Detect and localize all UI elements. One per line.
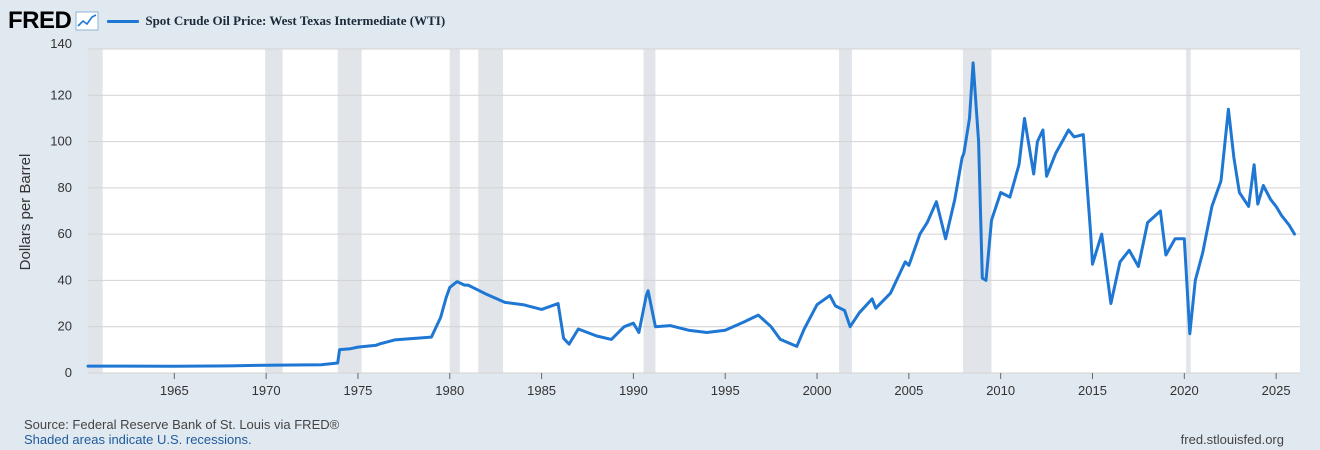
x-tick-label: 2000 <box>803 383 832 398</box>
grid-layer <box>88 48 1300 374</box>
line-chart-icon <box>75 11 99 31</box>
plot-area <box>88 49 1300 373</box>
x-tick-label: 2020 <box>1170 383 1199 398</box>
series-line <box>86 61 1296 368</box>
x-tick-label: 1975 <box>343 383 372 398</box>
y-tick-label: 20 <box>58 319 72 334</box>
recession-band <box>449 49 460 373</box>
x-tick-label: 1980 <box>435 383 464 398</box>
source-text: Source: Federal Reserve Bank of St. Loui… <box>24 417 340 432</box>
y-tick-label: 60 <box>58 226 72 241</box>
y-axis-label: Dollars per Barrel <box>17 154 34 271</box>
y-axis: 0 20 40 60 80 100 120 140 <box>50 36 72 380</box>
x-tick-label: 1970 <box>252 383 281 398</box>
x-tick-label: 2025 <box>1262 383 1291 398</box>
footer-source: Source: Federal Reserve Bank of St. Loui… <box>24 417 339 447</box>
recession-note-link[interactable]: Shaded areas indicate U.S. recessions. <box>24 432 252 447</box>
chart-header: FRED Spot Crude Oil Price: West Texas In… <box>8 6 445 36</box>
recession-band <box>478 49 504 373</box>
x-tick-label: 2015 <box>1078 383 1107 398</box>
recession-band <box>1186 49 1191 373</box>
x-tick-label: 2010 <box>986 383 1015 398</box>
y-tick-label: 80 <box>58 180 72 195</box>
series-title[interactable]: Spot Crude Oil Price: West Texas Interme… <box>145 13 446 28</box>
y-tick-label: 140 <box>50 36 72 51</box>
x-tick-label: 2005 <box>894 383 923 398</box>
y-tick-label: 100 <box>50 134 72 149</box>
y-tick-label: 120 <box>50 87 72 102</box>
recession-band <box>643 49 656 373</box>
x-axis: 1965 1970 1975 1980 1985 1990 1995 2000 2005 2010… <box>160 373 1291 398</box>
footer-url[interactable]: fred.stlouisfed.org <box>1180 432 1284 447</box>
recession-band <box>265 49 283 373</box>
recession-band <box>839 49 852 373</box>
x-tick-label: 1985 <box>527 383 556 398</box>
recession-band <box>337 49 362 373</box>
fred-logo[interactable]: FRED <box>8 7 72 34</box>
recession-band <box>88 49 103 373</box>
y-tick-label: 0 <box>65 365 72 380</box>
y-tick-label: 40 <box>58 272 72 287</box>
recession-layer <box>88 49 1191 373</box>
x-tick-label: 1990 <box>619 383 648 398</box>
recession-band <box>963 49 992 373</box>
x-tick-label: 1995 <box>711 383 740 398</box>
x-tick-label: 1965 <box>160 383 189 398</box>
legend-line-swatch <box>107 19 140 23</box>
